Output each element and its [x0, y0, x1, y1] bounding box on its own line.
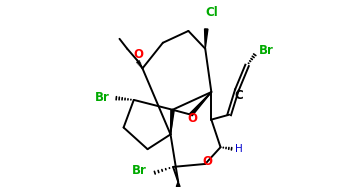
Text: Br: Br — [95, 91, 110, 105]
Text: O: O — [202, 155, 212, 168]
Text: Br: Br — [132, 164, 147, 177]
Polygon shape — [176, 182, 180, 187]
Text: C: C — [234, 89, 243, 102]
Text: O: O — [188, 112, 198, 125]
Polygon shape — [171, 110, 174, 134]
Text: H: H — [234, 144, 242, 154]
Text: Br: Br — [259, 44, 274, 57]
Text: O: O — [133, 49, 143, 61]
Polygon shape — [190, 92, 211, 116]
Text: Cl: Cl — [205, 6, 218, 19]
Polygon shape — [205, 29, 208, 49]
